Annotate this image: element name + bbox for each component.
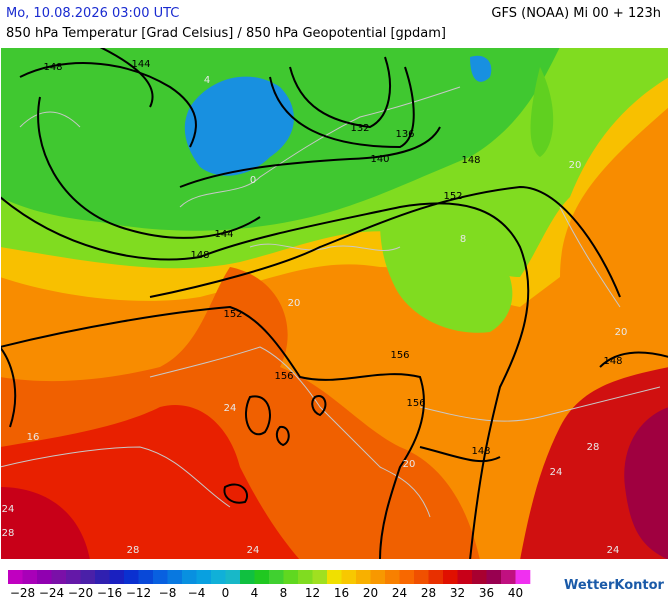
colorbar-label: −8	[159, 586, 177, 600]
geopotential-label: 152	[223, 309, 242, 320]
temperature-label: 28	[127, 545, 140, 556]
temperature-label: 20	[403, 459, 416, 470]
color-swatch	[443, 570, 458, 584]
colorbar-label: 40	[508, 586, 523, 600]
color-swatch	[472, 570, 487, 584]
datetime: Mo, 10.08.2026 03:00 UTC	[6, 6, 180, 21]
color-swatch	[414, 570, 429, 584]
map: 148 144 132 136 140 148 152 144 148 152 156 156 156 1…	[1, 48, 668, 559]
temperature-label: 20	[288, 298, 301, 309]
colorbar-label: 16	[334, 586, 349, 600]
color-swatch	[254, 570, 270, 584]
geopotential-label: 132	[350, 123, 369, 134]
geopotential-label: 144	[214, 229, 233, 240]
color-swatch	[182, 570, 197, 584]
colorbar-label: 20	[363, 586, 378, 600]
geopotential-label: 144	[131, 59, 150, 70]
color-swatch	[486, 570, 502, 584]
colorbar: WetterKontor −28 −24 −20 −16 −12 −8 −4 0 4 8 12 16 2…	[8, 570, 665, 600]
temperature-field	[1, 48, 668, 559]
temperature-label: 24	[224, 403, 237, 414]
colorbar-label: −24	[39, 586, 64, 600]
color-swatch	[283, 570, 299, 584]
colorbar-label: 36	[479, 586, 494, 600]
color-swatch	[240, 570, 255, 584]
colorbar-label: 0	[222, 586, 230, 600]
temperature-label: 24	[2, 504, 15, 515]
color-swatch	[327, 570, 342, 584]
colorbar-label: −4	[188, 586, 206, 600]
color-swatch	[515, 570, 531, 584]
color-swatch	[457, 570, 473, 584]
color-swatch	[51, 570, 67, 584]
temperature-label: 20	[615, 327, 628, 338]
color-swatch	[66, 570, 81, 584]
geopotential-label: 148	[43, 62, 62, 73]
temperature-label: 8	[460, 234, 466, 245]
colorbar-label: −28	[10, 586, 35, 600]
colorbar-label: −20	[68, 586, 93, 600]
color-swatch	[167, 570, 183, 584]
color-swatch	[341, 570, 357, 584]
temperature-label: 20	[569, 160, 582, 171]
geopotential-label: 148	[461, 155, 480, 166]
colorbar-label: −16	[97, 586, 122, 600]
geopotential-label: 140	[370, 154, 389, 165]
temperature-label: 24	[607, 545, 620, 556]
geopotential-contours	[1, 48, 668, 559]
color-swatch	[370, 570, 386, 584]
temperature-label: 24	[247, 545, 260, 556]
geopotential-label: 148	[190, 250, 209, 261]
colorbar-label: 8	[280, 586, 288, 600]
color-swatch	[225, 570, 241, 584]
geopotential-label: 156	[390, 350, 409, 361]
temperature-label: 0	[250, 175, 256, 186]
coastlines	[1, 86, 661, 518]
color-swatch	[298, 570, 313, 584]
color-swatch	[196, 570, 212, 584]
color-swatch	[124, 570, 139, 584]
temperature-label: 24	[550, 467, 563, 478]
color-swatch	[138, 570, 154, 584]
colorbar-label: −12	[126, 586, 151, 600]
color-swatch	[356, 570, 371, 584]
color-swatch	[501, 570, 516, 584]
geopotential-label: 148	[603, 356, 622, 367]
temperature-label: 16	[27, 432, 40, 443]
color-swatch	[385, 570, 400, 584]
geopotential-label: 156	[274, 371, 293, 382]
color-swatch	[153, 570, 168, 584]
color-swatch	[109, 570, 125, 584]
colorbar-label: 24	[392, 586, 407, 600]
geopotential-label: 148	[471, 446, 490, 457]
color-swatch	[37, 570, 52, 584]
map-title: 850 hPa Temperatur [Grad Celsius] / 850 …	[6, 26, 447, 41]
geopotential-label: 152	[443, 191, 462, 202]
model-run: GFS (NOAA) Mi 00 + 123h	[491, 6, 661, 21]
colorbar-label: 4	[251, 586, 259, 600]
color-swatch	[22, 570, 38, 584]
temperature-label: 28	[587, 442, 600, 453]
color-swatch	[269, 570, 284, 584]
color-swatch	[428, 570, 444, 584]
logo: WetterKontor	[564, 578, 665, 593]
color-swatch	[80, 570, 96, 584]
colorbar-label: 12	[305, 586, 320, 600]
colorbar-label: 28	[421, 586, 436, 600]
color-swatch	[399, 570, 415, 584]
geopotential-label: 156	[406, 398, 425, 409]
color-swatch	[95, 570, 110, 584]
color-swatch	[211, 570, 226, 584]
temperature-label: 4	[204, 75, 210, 86]
geopotential-label: 136	[395, 129, 414, 140]
temperature-label: 28	[2, 528, 15, 539]
colorbar-label: 32	[450, 586, 465, 600]
color-swatch	[8, 570, 23, 584]
color-swatch	[312, 570, 328, 584]
